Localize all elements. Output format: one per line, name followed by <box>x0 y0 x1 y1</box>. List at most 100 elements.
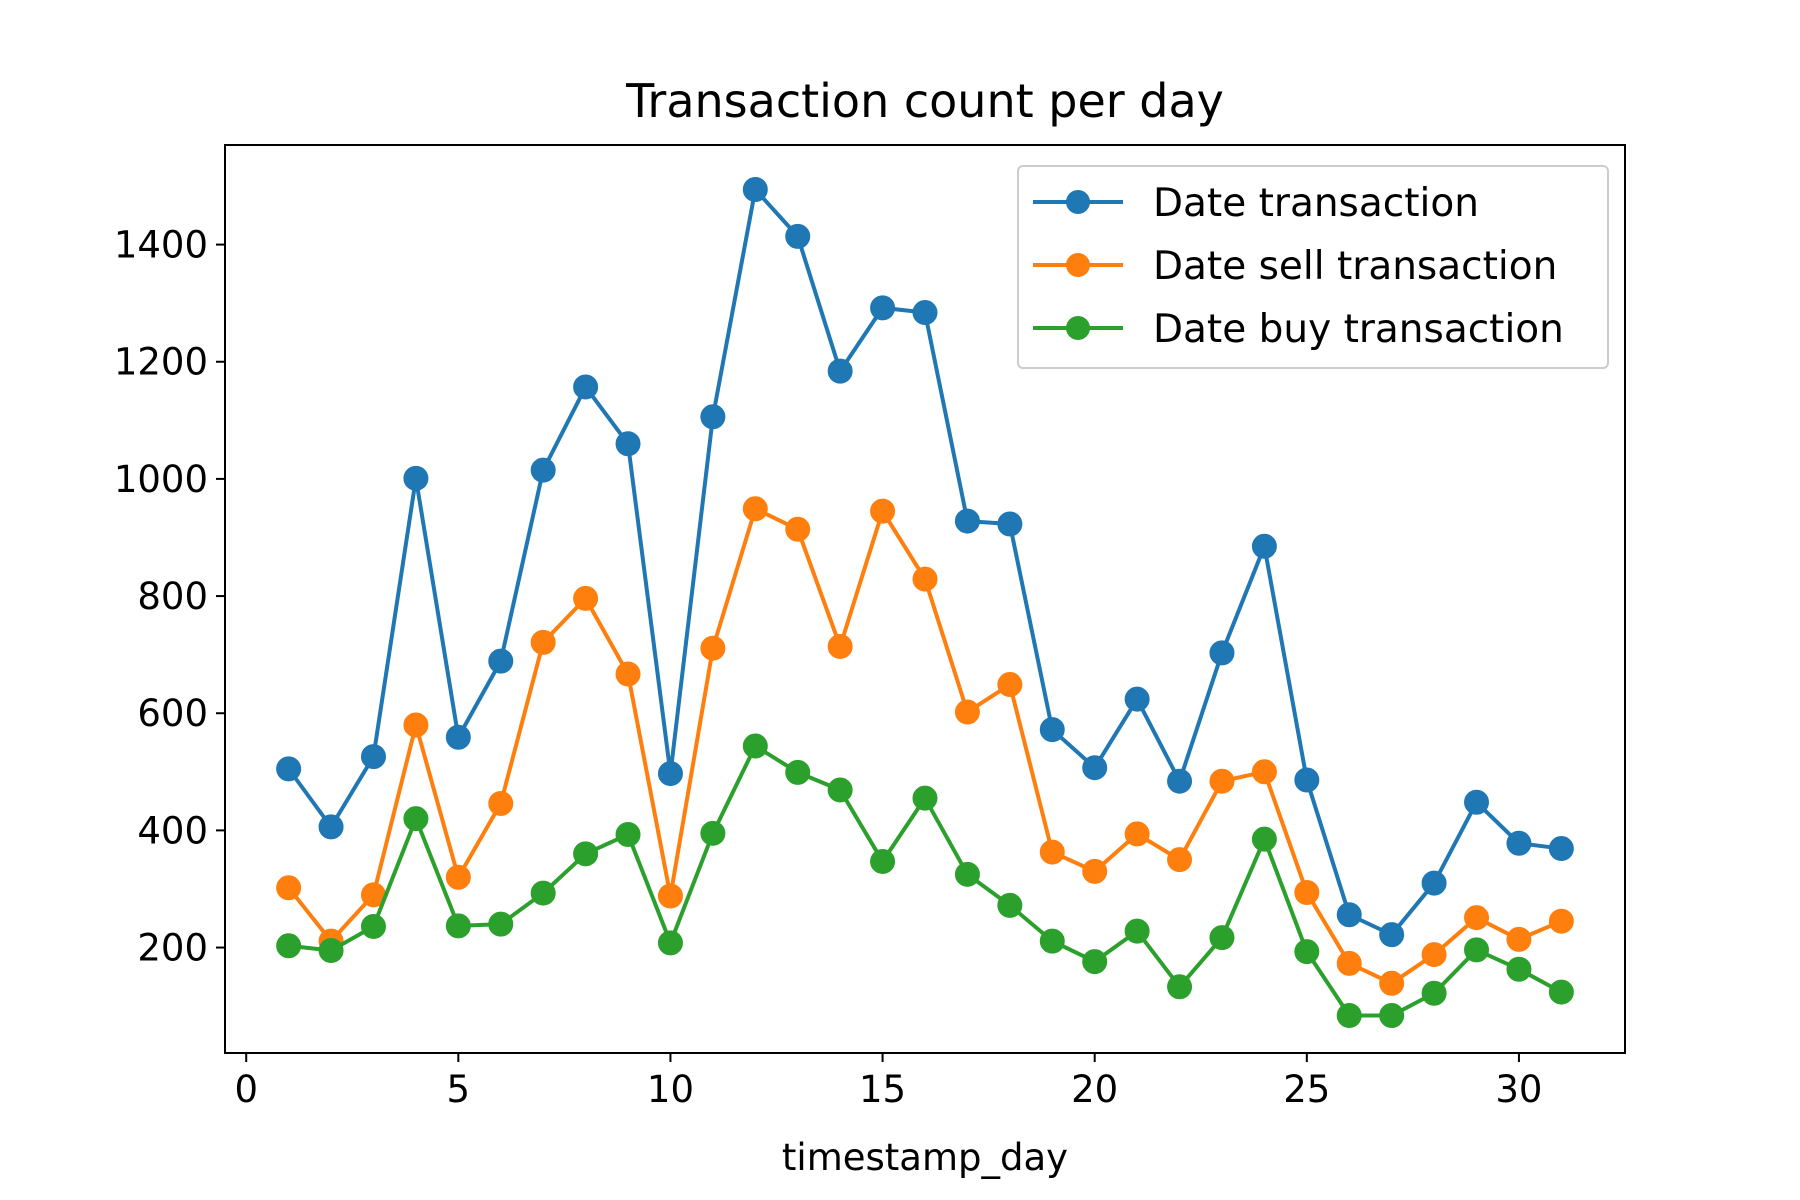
data-point <box>1209 925 1235 951</box>
legend-label: Date buy transaction <box>1153 307 1564 352</box>
data-point <box>657 930 683 956</box>
data-point <box>276 933 302 959</box>
legend-marker-swatch <box>1066 316 1090 340</box>
y-tick-label: 1400 <box>114 224 208 267</box>
data-point <box>318 814 344 840</box>
data-point <box>1167 974 1193 1000</box>
data-point <box>1464 789 1490 815</box>
data-point <box>1294 767 1320 793</box>
data-point <box>1379 1003 1405 1029</box>
y-tick-label: 1000 <box>114 458 208 501</box>
data-point <box>1336 950 1362 976</box>
data-point <box>1421 870 1447 896</box>
data-point <box>1209 768 1235 794</box>
data-point <box>573 374 599 400</box>
data-point <box>1082 858 1108 884</box>
data-point <box>1124 918 1150 944</box>
data-point <box>657 883 683 909</box>
data-point <box>530 880 556 906</box>
series-2 <box>276 496 1574 996</box>
data-point <box>997 672 1023 698</box>
x-tick-label: 30 <box>1495 1068 1542 1111</box>
data-point <box>318 937 344 963</box>
data-point <box>573 841 599 867</box>
data-point <box>997 892 1023 918</box>
data-point <box>1548 836 1574 862</box>
legend-box <box>1017 165 1609 369</box>
data-point <box>1294 879 1320 905</box>
y-axis: 200 400 600 800 1000 1200 1400 <box>114 224 225 970</box>
x-tick-label: 0 <box>234 1068 258 1111</box>
data-point <box>870 295 896 321</box>
data-point <box>1124 686 1150 712</box>
data-point <box>276 875 302 901</box>
data-point <box>870 848 896 874</box>
data-point <box>1294 939 1320 965</box>
data-point <box>742 177 768 203</box>
data-point <box>1464 905 1490 931</box>
data-point <box>1379 922 1405 948</box>
data-point <box>1336 902 1362 928</box>
data-point <box>742 496 768 522</box>
data-point <box>445 864 471 890</box>
data-point <box>573 585 599 611</box>
data-point <box>700 820 726 846</box>
data-point <box>403 465 429 491</box>
legend-label: Date sell transaction <box>1153 244 1557 289</box>
data-point <box>997 511 1023 537</box>
data-point <box>1039 928 1065 954</box>
data-point <box>1251 533 1277 559</box>
data-point <box>1506 956 1532 982</box>
data-point <box>615 431 641 457</box>
data-point <box>742 733 768 759</box>
legend-entry-1: Date transaction <box>1033 181 1479 226</box>
data-point <box>657 761 683 787</box>
data-point <box>1464 937 1490 963</box>
data-point <box>785 516 811 542</box>
data-point <box>276 756 302 782</box>
data-point <box>700 404 726 430</box>
x-tick-label: 25 <box>1283 1068 1330 1111</box>
legend-marker-swatch <box>1066 190 1090 214</box>
data-point <box>785 223 811 249</box>
data-point <box>403 712 429 738</box>
data-point <box>912 785 938 811</box>
y-tick-label: 1200 <box>114 341 208 384</box>
data-point <box>954 861 980 887</box>
data-point <box>827 358 853 384</box>
series-layer <box>276 177 1574 1029</box>
x-tick-label: 5 <box>447 1068 471 1111</box>
x-tick-label: 15 <box>859 1068 906 1111</box>
data-point <box>1336 1003 1362 1029</box>
data-point <box>870 498 896 524</box>
data-point <box>1548 979 1574 1005</box>
data-point <box>912 300 938 326</box>
x-axis-label: timestamp_day <box>782 1136 1068 1179</box>
x-axis: 0 5 10 15 20 25 30 <box>234 1053 1542 1111</box>
data-point <box>1506 926 1532 952</box>
data-point <box>1167 768 1193 794</box>
data-point <box>1082 949 1108 975</box>
data-point <box>1379 970 1405 996</box>
data-point <box>1167 847 1193 873</box>
y-tick-label: 400 <box>137 809 208 852</box>
chart-title: Transaction count per day <box>625 74 1224 128</box>
legend-marker-swatch <box>1066 253 1090 277</box>
series-3 <box>276 733 1574 1029</box>
x-tick-label: 10 <box>647 1068 694 1111</box>
data-point <box>530 457 556 483</box>
data-point <box>615 821 641 847</box>
data-point <box>615 661 641 687</box>
data-point <box>1421 980 1447 1006</box>
data-point <box>488 911 514 937</box>
legend-entry-3: Date buy transaction <box>1033 307 1564 352</box>
data-point <box>700 635 726 661</box>
data-point <box>1251 826 1277 852</box>
data-point <box>403 806 429 832</box>
data-point <box>1506 830 1532 856</box>
data-point <box>360 744 386 770</box>
data-point <box>445 724 471 750</box>
data-point <box>530 629 556 655</box>
data-point <box>445 913 471 939</box>
